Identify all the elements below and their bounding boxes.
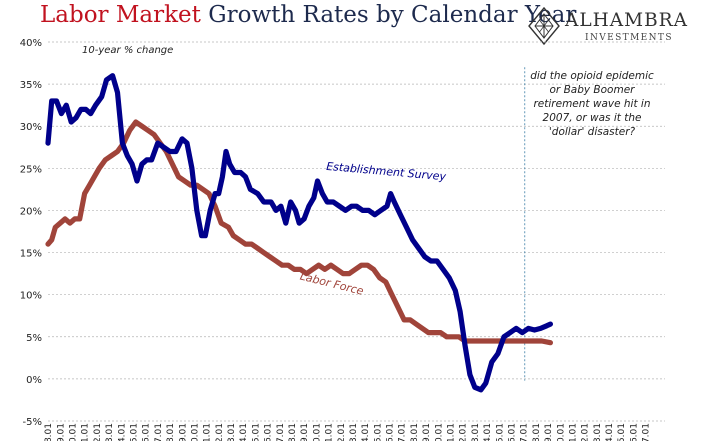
y-tick-label: 15% [20, 249, 42, 260]
logo-name: ALHAMBRA [565, 10, 688, 31]
annotation-line-1: did the opioid epidemic [530, 70, 654, 82]
logo-diamond-icon [528, 6, 560, 46]
x-tick-label: 1978.01 [166, 423, 176, 441]
x-tick-label: 1998.01 [410, 423, 420, 441]
chart-title-accent: Labor Market [40, 2, 201, 28]
x-tick-label: 2006.01 [507, 423, 517, 441]
x-tick-label: 1973.01 [105, 423, 115, 441]
y-tick-label: 20% [20, 206, 42, 217]
x-tick-label: 1983.01 [227, 423, 237, 441]
x-tick-label: 1972.01 [93, 423, 103, 441]
annotation-line-2: or Baby Boomer [549, 84, 635, 96]
x-tick-label: 1999.01 [422, 423, 432, 441]
x-tick-label: 1974.01 [117, 423, 127, 441]
y-axis-labels: -5% 0% 5% 10% 15% 20% 25% 30% 35% 40% [20, 38, 42, 428]
x-tick-label: 1981.01 [203, 423, 213, 441]
x-tick-label: 1990.01 [312, 423, 322, 441]
y-tick-label: 25% [20, 164, 42, 175]
y-tick-label: 30% [20, 122, 42, 133]
x-tick-label: 1992.01 [337, 423, 347, 441]
alhambra-logo: ALHAMBRA INVESTMENTS [527, 6, 703, 50]
x-tick-label: 2012.01 [581, 423, 591, 441]
x-tick-label: 1996.01 [386, 423, 396, 441]
x-tick-label: 2014.01 [605, 423, 615, 441]
y-tick-label: 40% [20, 38, 42, 49]
x-tick-label: 2011.01 [568, 423, 578, 441]
x-tick-label: 2001.01 [447, 423, 457, 441]
x-tick-label: 1982.01 [215, 423, 225, 441]
x-tick-label: 1969.01 [56, 423, 66, 441]
x-tick-label: 2010.01 [556, 423, 566, 441]
annotation-line-4: 2007, or was it the [542, 112, 642, 124]
x-tick-label: 1975.01 [129, 423, 139, 441]
x-tick-label: 1988.01 [288, 423, 298, 441]
x-tick-label: 1986.01 [264, 423, 274, 441]
x-tick-label: 2013.01 [593, 423, 603, 441]
x-tick-label: 1994.01 [361, 423, 371, 441]
x-tick-label: 2002.01 [459, 423, 469, 441]
x-tick-label: 1997.01 [398, 423, 408, 441]
y-tick-label: -5% [23, 417, 42, 428]
y-tick-label: 10% [20, 291, 42, 302]
x-tick-label: 2007.01 [520, 423, 530, 441]
x-tick-label: 1977.01 [154, 423, 164, 441]
series-lines [45, 73, 553, 393]
annotation-line-3: retirement wave hit in [533, 98, 651, 110]
x-axis-labels: 1968.011969.011970.011971.011972.011973.… [44, 423, 651, 441]
series-line [45, 119, 553, 346]
chart-subtitle: 10-year % change [82, 45, 173, 56]
x-tick-label: 1980.01 [190, 423, 200, 441]
x-tick-label: 1979.01 [178, 423, 188, 441]
x-tick-label: 1968.01 [44, 423, 54, 441]
x-tick-label: 2008.01 [532, 423, 542, 441]
x-tick-label: 2009.01 [544, 423, 554, 441]
y-tick-label: 5% [26, 333, 42, 344]
x-tick-label: 1993.01 [349, 423, 359, 441]
annotation-line-5: 'dollar' disaster? [548, 126, 636, 138]
series-label: Establishment Survey [326, 160, 447, 183]
y-tick-label: 0% [26, 375, 42, 386]
logo-sub: INVESTMENTS [585, 33, 673, 43]
x-tick-label: 2004.01 [483, 423, 493, 441]
x-tick-label: 1970.01 [69, 423, 79, 441]
series-label: Labor Force [299, 270, 365, 298]
series-line [45, 73, 553, 393]
x-tick-label: 2015.01 [617, 423, 627, 441]
x-tick-label: 2017.01 [642, 423, 652, 441]
series-labels: Establishment Survey Labor Force [299, 160, 447, 298]
x-tick-label: 1985.01 [251, 423, 261, 441]
chart-title: Labor Market Growth Rates by Calendar Ye… [40, 2, 576, 28]
x-tick-label: 1971.01 [81, 423, 91, 441]
y-tick-label: 35% [20, 80, 42, 91]
x-tick-label: 1984.01 [239, 423, 249, 441]
x-tick-label: 1989.01 [300, 423, 310, 441]
x-tick-label: 2003.01 [471, 423, 481, 441]
x-tick-label: 2005.01 [495, 423, 505, 441]
x-tick-label: 2016.01 [629, 423, 639, 441]
x-tick-label: 1987.01 [276, 423, 286, 441]
annotation-box: did the opioid epidemic or Baby Boomer r… [512, 69, 672, 139]
x-tick-label: 2000.01 [434, 423, 444, 441]
chart-title-rest: Growth Rates by Calendar Year [200, 2, 577, 28]
gridlines [48, 41, 665, 422]
x-tick-label: 1991.01 [325, 423, 335, 441]
x-tick-label: 1995.01 [373, 423, 383, 441]
x-tick-label: 1976.01 [142, 423, 152, 441]
